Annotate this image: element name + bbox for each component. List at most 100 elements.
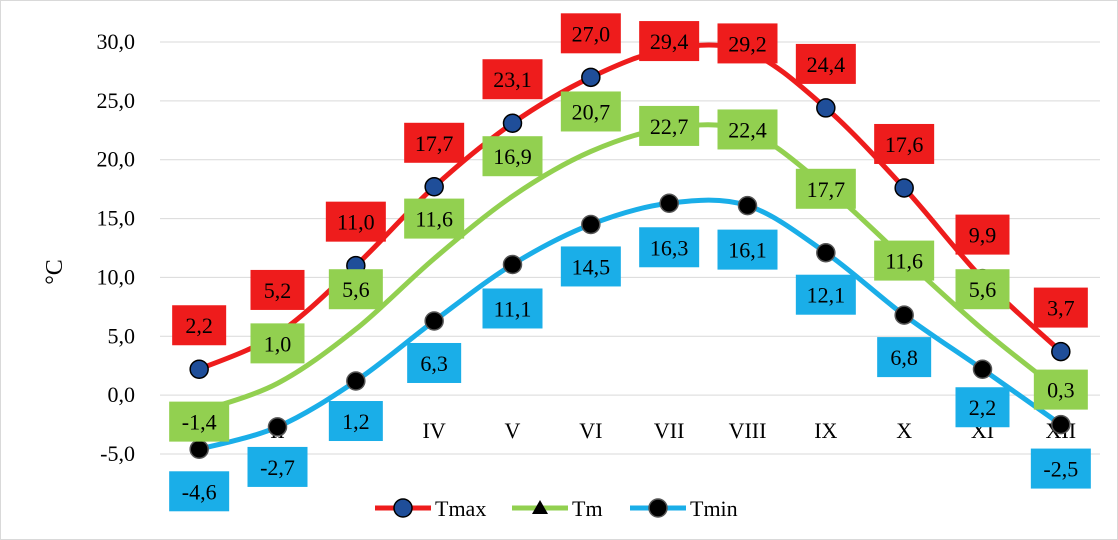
data-point xyxy=(502,113,523,133)
x-tick-label: V xyxy=(505,418,521,443)
y-tick-label: 5,0 xyxy=(108,323,136,348)
data-label-box xyxy=(169,401,230,442)
data-point xyxy=(189,359,209,379)
gridlines xyxy=(160,41,1100,455)
data-label: 9,9 xyxy=(969,223,997,248)
x-tick-label: X xyxy=(896,418,912,443)
data-label: 12,1 xyxy=(807,283,846,308)
data-point xyxy=(816,242,836,263)
data-label-box xyxy=(172,305,227,346)
y-tick-label: -5,0 xyxy=(100,441,135,466)
data-label: 5,6 xyxy=(342,277,370,302)
data-label-box xyxy=(169,471,230,512)
data-point xyxy=(1051,341,1071,362)
data-label: 11,0 xyxy=(337,210,375,235)
data-label-box xyxy=(247,446,308,487)
data-label-box xyxy=(404,122,465,163)
y-tick-label: 30,0 xyxy=(97,29,136,54)
data-label-box xyxy=(717,229,778,270)
data-label-box xyxy=(407,342,462,383)
data-point xyxy=(581,67,601,88)
data-label: 14,5 xyxy=(572,254,611,279)
data-label: 11,1 xyxy=(494,296,532,321)
data-point xyxy=(424,177,444,197)
data-labels: 2,2 5,2 11,0 17,7 23,1 27,0 29,4 29,2 24,4 17,6 9,… xyxy=(169,13,1091,512)
data-point xyxy=(816,98,836,118)
data-label-box xyxy=(874,240,935,281)
series-markers xyxy=(189,39,1071,460)
data-label-box xyxy=(795,274,856,315)
data-label-box xyxy=(250,269,305,310)
x-tick-label: VIII xyxy=(729,418,767,443)
y-tick-label: 25,0 xyxy=(97,88,136,113)
data-point xyxy=(659,193,679,214)
data-point xyxy=(972,359,993,379)
data-point xyxy=(894,178,914,198)
legend-label: Tmax xyxy=(435,496,486,521)
data-label-box xyxy=(1033,287,1088,328)
data-label: 16,9 xyxy=(493,144,532,169)
data-label: 3,7 xyxy=(1047,296,1075,321)
y-tick-label: 20,0 xyxy=(97,147,136,172)
data-label: 0,3 xyxy=(1047,378,1075,403)
data-label: 24,4 xyxy=(807,52,846,77)
data-point xyxy=(581,214,601,235)
data-label: 11,6 xyxy=(415,207,453,232)
data-point xyxy=(424,311,444,331)
legend: Tmax Tm Tmin xyxy=(375,496,738,521)
data-point xyxy=(1051,414,1071,435)
data-label: 6,8 xyxy=(890,345,918,370)
data-label: 29,4 xyxy=(650,29,689,54)
data-label: 5,6 xyxy=(969,277,997,302)
data-label: -4,6 xyxy=(182,479,217,504)
y-axis-title: °C xyxy=(42,259,68,285)
data-label-box xyxy=(874,123,935,164)
data-label-box xyxy=(482,59,543,100)
legend-marker xyxy=(648,498,668,518)
data-label: 17,7 xyxy=(415,131,454,156)
data-label-box xyxy=(325,201,386,242)
data-label-box xyxy=(1030,448,1091,489)
legend-marker xyxy=(393,498,413,518)
data-label: 16,3 xyxy=(650,235,689,260)
data-label-box xyxy=(328,269,383,310)
data-label-box xyxy=(250,323,305,364)
data-label: 2,2 xyxy=(185,313,213,338)
data-label-box xyxy=(482,136,543,177)
legend-label: Tmin xyxy=(690,496,738,521)
data-label-box xyxy=(717,109,778,150)
data-label-box xyxy=(955,387,1010,428)
data-label: 29,2 xyxy=(728,31,767,56)
x-tick-label: VI xyxy=(579,418,602,443)
data-label: 17,7 xyxy=(807,177,846,202)
data-point xyxy=(737,195,758,216)
data-label: 5,2 xyxy=(264,278,292,303)
data-label: -2,7 xyxy=(260,455,295,480)
data-label: 1,2 xyxy=(342,409,370,434)
data-label: -2,5 xyxy=(1043,457,1078,482)
legend-label: Tm xyxy=(572,496,603,521)
data-label: 22,4 xyxy=(728,117,767,142)
data-label-box xyxy=(955,269,1010,310)
data-label-box xyxy=(560,246,621,287)
data-point xyxy=(267,417,288,437)
data-label-box xyxy=(404,198,465,239)
x-tick-label: VII xyxy=(654,418,685,443)
data-label: 22,7 xyxy=(650,114,689,139)
data-label-box xyxy=(560,13,621,54)
data-label: 11,6 xyxy=(885,249,923,274)
x-tick-label: IX xyxy=(814,418,837,443)
data-label-box xyxy=(717,23,778,64)
data-label-box xyxy=(639,227,700,268)
data-label-box xyxy=(795,168,856,209)
x-tick-label: IV xyxy=(423,418,446,443)
y-tick-label: 15,0 xyxy=(97,206,136,231)
data-label-box xyxy=(639,105,700,146)
data-label: 1,0 xyxy=(264,331,292,356)
data-label-box xyxy=(955,214,1010,255)
data-label: 2,2 xyxy=(969,395,997,420)
data-label-box xyxy=(877,337,932,378)
